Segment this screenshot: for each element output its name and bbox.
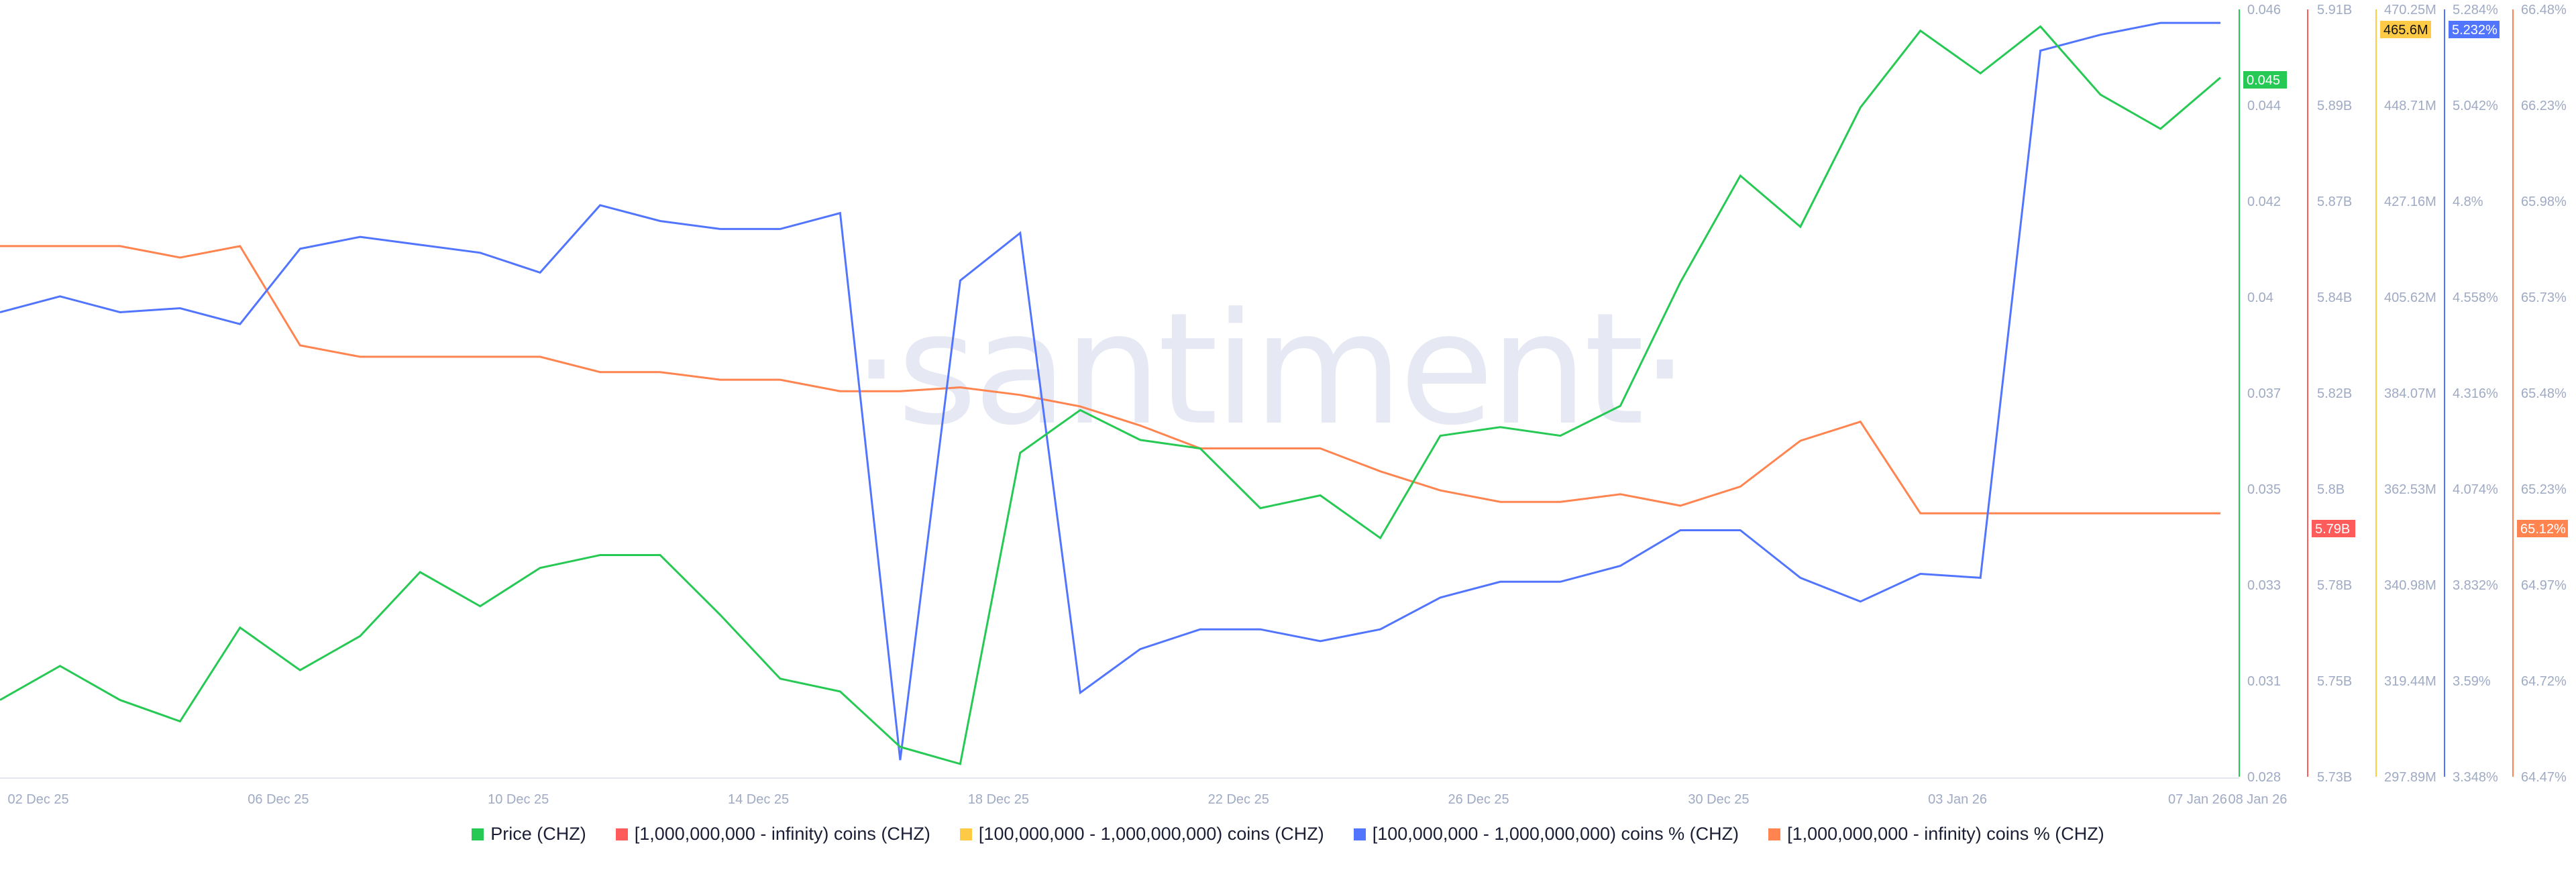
- x-tick-label: 06 Dec 25: [248, 792, 309, 807]
- legend-label: Price (CHZ): [490, 824, 586, 844]
- y-tick-label: 448.71M: [2384, 99, 2436, 113]
- legend-item-mid-coins[interactable]: [100,000,000 - 1,000,000,000) coins (CHZ…: [959, 824, 1324, 844]
- y-tick-label: 64.47%: [2521, 770, 2567, 785]
- current-value-badge: [2517, 520, 2568, 537]
- legend-label: [100,000,000 - 1,000,000,000) coins % (C…: [1372, 824, 1739, 844]
- y-tick-label: 65.98%: [2521, 195, 2567, 209]
- legend-item-whale-coins-pct[interactable]: [1,000,000,000 - infinity) coins % (CHZ): [1768, 824, 2104, 844]
- x-tick-label: 26 Dec 25: [1448, 792, 1509, 807]
- y-tick-label: 5.89B: [2317, 99, 2352, 113]
- legend-label: [1,000,000,000 - infinity) coins % (CHZ): [1787, 824, 2104, 844]
- legend-swatch-icon: [1768, 828, 1781, 840]
- y-tick-label: 5.8B: [2317, 482, 2345, 497]
- y-tick-label: 65.48%: [2521, 386, 2567, 401]
- y-tick-label: 0.046: [2247, 3, 2281, 17]
- series-line: [0, 21, 2220, 761]
- y-tick-label: 0.028: [2247, 770, 2281, 785]
- x-tick-label: 22 Dec 25: [1208, 792, 1269, 807]
- santiment-watermark: ·santiment·: [852, 280, 1685, 459]
- y-tick-label: 0.031: [2247, 674, 2281, 689]
- y-tick-label: 297.89M: [2384, 770, 2436, 785]
- x-tick-label: 18 Dec 25: [968, 792, 1029, 807]
- legend-item-price[interactable]: Price (CHZ): [472, 824, 586, 844]
- y-tick-label: 0.037: [2247, 386, 2281, 401]
- x-axis-ticks: 02 Dec 25 06 Dec 25 10 Dec 25 14 Dec 25 18 D…: [7, 792, 2287, 807]
- y-tick-label: 4.074%: [2453, 482, 2498, 497]
- y-tick-label: 427.16M: [2384, 195, 2436, 209]
- y-tick-label: 0.04: [2247, 290, 2273, 305]
- y-tick-label: 3.832%: [2453, 578, 2498, 593]
- y-tick-label: 66.23%: [2521, 99, 2567, 113]
- x-tick-label: 07 Jan 26: [2168, 792, 2227, 807]
- y-tick-label: 3.348%: [2453, 770, 2498, 785]
- x-tick-label: 14 Dec 25: [728, 792, 789, 807]
- y-tick-label: 470.25M: [2384, 3, 2436, 17]
- series-line: [0, 25, 2221, 765]
- y-tick-label: 4.8%: [2453, 195, 2483, 209]
- y-tick-label: 0.044: [2247, 99, 2281, 113]
- x-tick-label: 08 Jan 26: [2228, 792, 2287, 807]
- y-tick-label: 65.23%: [2521, 482, 2567, 497]
- current-value-badge: [2312, 520, 2355, 537]
- series-line: [0, 245, 2220, 514]
- y-tick-label: 4.316%: [2453, 386, 2498, 401]
- y-tick-label: 340.98M: [2384, 578, 2436, 593]
- y-tick-label: 5.73B: [2317, 770, 2352, 785]
- legend: Price (CHZ) [1,000,000,000 - infinity) c…: [0, 824, 2576, 844]
- y-tick-label: 64.72%: [2521, 674, 2567, 689]
- y-tick-label: 5.284%: [2453, 3, 2498, 17]
- y-axes: 0.046 0.044 0.042 0.04 0.037 0.035 0.033 0.031 0…: [2239, 3, 2568, 785]
- legend-item-mid-coins-pct[interactable]: [100,000,000 - 1,000,000,000) coins % (C…: [1353, 824, 1739, 844]
- y-tick-label: 5.84B: [2317, 290, 2352, 305]
- y-tick-label: 362.53M: [2384, 482, 2436, 497]
- x-tick-label: 02 Dec 25: [7, 792, 68, 807]
- legend-swatch-icon: [472, 828, 484, 840]
- y-tick-label: 5.91B: [2317, 3, 2352, 17]
- legend-swatch-icon: [615, 828, 628, 840]
- legend-swatch-icon: [1353, 828, 1366, 840]
- current-value-badge: [2243, 71, 2287, 89]
- y-tick-label: 0.042: [2247, 195, 2281, 209]
- y-tick-label: 4.558%: [2453, 290, 2498, 305]
- y-tick-label: 319.44M: [2384, 674, 2436, 689]
- current-value-badge: [2380, 21, 2431, 38]
- y-tick-label: 405.62M: [2384, 290, 2436, 305]
- y-tick-label: 384.07M: [2384, 386, 2436, 401]
- y-tick-label: 5.78B: [2317, 578, 2352, 593]
- x-tick-label: 10 Dec 25: [488, 792, 549, 807]
- y-tick-label: 5.87B: [2317, 195, 2352, 209]
- current-value-label: 5.79B: [2315, 522, 2350, 537]
- legend-label: [100,000,000 - 1,000,000,000) coins (CHZ…: [978, 824, 1324, 844]
- y-tick-label: 5.042%: [2453, 99, 2498, 113]
- legend-swatch-icon: [959, 828, 972, 840]
- legend-item-whale-coins[interactable]: [1,000,000,000 - infinity) coins (CHZ): [615, 824, 930, 844]
- y-tick-label: 5.82B: [2317, 386, 2352, 401]
- x-tick-label: 03 Jan 26: [1928, 792, 1987, 807]
- y-tick-label: 65.73%: [2521, 290, 2567, 305]
- x-tick-label: 30 Dec 25: [1688, 792, 1749, 807]
- y-tick-label: 0.033: [2247, 578, 2281, 593]
- current-value-label: 0.045: [2247, 73, 2280, 88]
- y-tick-label: 66.48%: [2521, 3, 2567, 17]
- current-value-label: 5.232%: [2452, 23, 2498, 38]
- legend-label: [1,000,000,000 - infinity) coins (CHZ): [634, 824, 930, 844]
- y-tick-label: 0.035: [2247, 482, 2281, 497]
- current-value-badge: [2449, 21, 2500, 38]
- series-layer: [0, 21, 2221, 765]
- y-tick-label: 3.59%: [2453, 674, 2491, 689]
- y-tick-label: 64.97%: [2521, 578, 2567, 593]
- current-value-label: 465.6M: [2383, 23, 2428, 38]
- y-tick-label: 5.75B: [2317, 674, 2352, 689]
- current-value-label: 65.12%: [2520, 522, 2566, 537]
